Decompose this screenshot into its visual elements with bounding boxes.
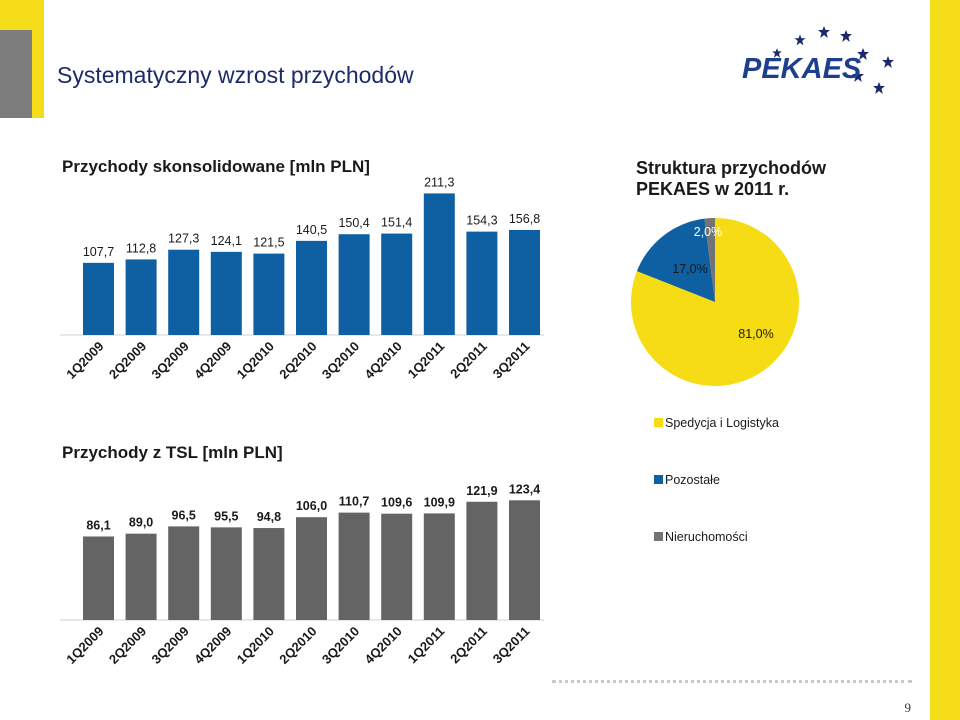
- bar: [210, 527, 242, 620]
- decor-stripe-grey: [0, 30, 32, 118]
- data-label: 127,3: [168, 232, 199, 246]
- legend-label: Nieruchomości: [665, 530, 748, 544]
- x-tick-label: 2Q2009: [106, 624, 149, 667]
- x-tick-label: 4Q2009: [191, 624, 234, 667]
- data-label: 96,5: [172, 508, 196, 522]
- bar: [509, 229, 540, 335]
- footer-divider: [552, 680, 912, 683]
- data-label: 140,5: [296, 223, 327, 237]
- data-label: 121,9: [466, 484, 497, 498]
- data-label: 107,7: [83, 245, 114, 259]
- data-label: 154,3: [466, 214, 497, 228]
- x-tick-label: 2Q2010: [276, 339, 319, 382]
- x-tick-label: 2Q2011: [447, 339, 490, 382]
- x-tick-label: 3Q2010: [319, 624, 362, 667]
- data-label: 86,1: [86, 518, 110, 532]
- bar: [338, 234, 370, 335]
- page-number: 9: [904, 700, 912, 715]
- x-tick-label: 3Q2009: [148, 624, 191, 667]
- legend-swatch: [654, 418, 663, 427]
- x-tick-label: 1Q2009: [63, 339, 106, 382]
- data-label: 150,4: [338, 216, 369, 230]
- x-tick-label: 3Q2011: [490, 624, 533, 667]
- slice-label: 81,0%: [738, 327, 773, 341]
- x-tick-label: 1Q2011: [405, 339, 448, 382]
- stars-logo-icon: [772, 26, 894, 94]
- chart2-tsl-revenue: 86,1 1Q2009 89,0 2Q2009 96,5 3Q2009 95,5 4Q2009…: [60, 482, 544, 667]
- x-tick-label: 2Q2009: [106, 339, 149, 382]
- bar: [125, 259, 157, 335]
- x-tick-label: 1Q2009: [63, 624, 106, 667]
- data-label: 89,0: [129, 516, 153, 530]
- x-tick-label: 1Q2010: [234, 624, 277, 667]
- bar: [466, 231, 498, 335]
- bar: [509, 500, 540, 620]
- bar: [83, 536, 114, 620]
- chart1-consolidated-revenue: 107,7 1Q2009 112,8 2Q2009 127,3 3Q2009 124,1 4Q…: [60, 175, 544, 382]
- bar: [168, 526, 200, 620]
- x-tick-label: 4Q2009: [191, 339, 234, 382]
- page-title: Systematyczny wzrost przychodów: [57, 62, 414, 88]
- x-tick-label: 2Q2011: [447, 624, 490, 667]
- data-label: 95,5: [214, 509, 238, 523]
- data-label: 109,9: [424, 495, 455, 509]
- data-label: 112,8: [126, 241, 156, 255]
- chart2-title: Przychody z TSL [mln PLN]: [62, 443, 283, 462]
- logo-text: PEKAES: [742, 53, 862, 85]
- decor-stripe-right: [930, 0, 960, 720]
- legend-swatch: [654, 532, 663, 541]
- x-tick-label: 2Q2010: [276, 624, 319, 667]
- x-tick-label: 3Q2009: [148, 339, 191, 382]
- pie-slice: [704, 218, 715, 302]
- bar: [253, 253, 285, 335]
- legend-item: Nieruchomości: [654, 530, 748, 544]
- bar: [423, 513, 455, 620]
- legend-swatch: [654, 475, 663, 484]
- bar: [168, 249, 200, 335]
- pie-revenue-structure: 81,0% 17,0% 2,0%: [631, 218, 799, 386]
- data-label: 211,3: [424, 175, 454, 189]
- data-label: 123,4: [509, 482, 540, 496]
- bar: [253, 528, 285, 620]
- x-tick-label: 3Q2010: [319, 339, 362, 382]
- bar: [296, 240, 327, 335]
- bar: [338, 512, 370, 620]
- data-label: 124,1: [211, 234, 242, 248]
- bar: [381, 513, 413, 620]
- x-tick-label: 1Q2011: [405, 624, 448, 667]
- bar: [466, 501, 498, 620]
- legend-item: Pozostałe: [654, 473, 720, 487]
- slice-label: 2,0%: [694, 225, 723, 239]
- data-label: 151,4: [381, 216, 412, 230]
- bar: [210, 251, 242, 335]
- pie-chart-title: Struktura przychodów PEKAES w 2011 r.: [636, 158, 827, 199]
- legend-label: Pozostałe: [665, 473, 720, 487]
- legend-item: Spedycja i Logistyka: [654, 416, 779, 430]
- data-label: 156,8: [509, 212, 540, 226]
- legend-label: Spedycja i Logistyka: [665, 416, 779, 430]
- pekaes-logo: PEKAES: [742, 26, 894, 94]
- chart1-title: Przychody skonsolidowane [mln PLN]: [62, 157, 370, 176]
- slice-label: 17,0%: [672, 262, 707, 276]
- x-tick-label: 4Q2010: [362, 339, 405, 382]
- data-label: 106,0: [296, 499, 327, 513]
- bar: [83, 262, 114, 335]
- bar: [296, 517, 327, 620]
- x-tick-label: 4Q2010: [362, 624, 405, 667]
- bar: [125, 533, 157, 620]
- pie-slice: [636, 218, 715, 302]
- bar: [423, 193, 455, 335]
- x-tick-label: 1Q2010: [234, 339, 277, 382]
- x-tick-label: 3Q2011: [490, 339, 533, 382]
- data-label: 109,6: [381, 496, 412, 510]
- data-label: 94,8: [257, 510, 281, 524]
- bar: [381, 233, 413, 335]
- data-label: 110,7: [339, 495, 370, 509]
- data-label: 121,5: [253, 236, 284, 250]
